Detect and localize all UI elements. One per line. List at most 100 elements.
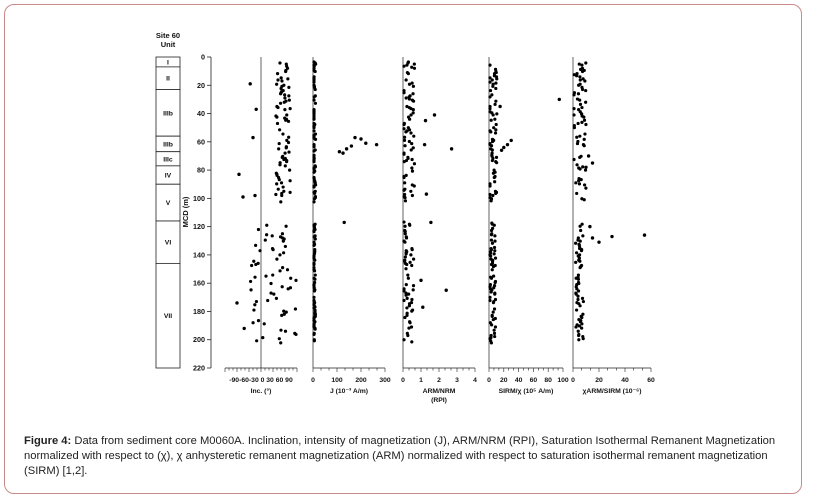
- j-outlier-point: [342, 220, 346, 225]
- rpi-data-point: [410, 297, 414, 302]
- inc-data-point: [285, 160, 289, 164]
- inc-data-point: [274, 296, 279, 300]
- sirm-outlier-point: [557, 97, 561, 102]
- sirm-data-point: [493, 131, 498, 135]
- rpi-data-point: [409, 325, 414, 329]
- arm-data-point: [581, 165, 585, 169]
- rpi-data-point: [412, 257, 416, 261]
- sirm-data-point: [495, 112, 499, 116]
- sirm-data-point: [488, 192, 492, 197]
- arm-x-axis-label: χARM/SIRM (10⁻⁶): [583, 388, 642, 395]
- unit-label: IV: [165, 173, 172, 180]
- arm-outlier-point: [610, 234, 614, 239]
- inc-data-point: [282, 157, 286, 162]
- arm-data-point: [577, 83, 581, 87]
- sirm-data-point: [489, 238, 494, 242]
- rpi-data-point: [404, 130, 408, 134]
- arm-data-point: [574, 308, 579, 312]
- inc-data-point: [279, 341, 283, 345]
- inc-data-point: [276, 105, 280, 110]
- arm-data-point: [578, 134, 582, 138]
- arm-data-point: [574, 251, 579, 255]
- rpi-data-point: [406, 72, 410, 76]
- arm-data-point: [577, 62, 581, 66]
- j-x-axis-label: J (10⁻³ A/m): [330, 388, 368, 395]
- inc-data-point: [280, 313, 284, 317]
- sirm-data-point: [490, 148, 494, 152]
- j-outlier-point: [349, 144, 354, 148]
- sirm-data-point: [489, 233, 494, 237]
- arm-data-point: [578, 224, 582, 228]
- arm-data-point: [580, 326, 584, 330]
- arm-data-point: [577, 182, 582, 186]
- arm-data-point: [581, 299, 585, 304]
- arm-data-point: [583, 132, 587, 136]
- inc-data-point: [253, 275, 257, 279]
- rpi-data-point: [410, 166, 414, 170]
- inc-outlier-point: [241, 195, 245, 199]
- sirm-data-point: [493, 292, 497, 296]
- rpi-data-point: [410, 340, 414, 344]
- depth-tick-label: 0: [201, 53, 205, 62]
- rpi-data-point: [404, 282, 408, 287]
- sirm-x-tick-label: 100: [557, 377, 569, 384]
- arm-data-point: [576, 289, 581, 293]
- arm-data-point: [578, 259, 582, 263]
- sirm-data-point: [492, 126, 496, 130]
- j-outlier-point: [337, 150, 342, 154]
- rpi-data-point: [408, 321, 412, 325]
- sirm-data-point: [495, 161, 499, 165]
- rpi-data-point: [410, 65, 414, 69]
- arm-data-point: [578, 102, 583, 106]
- arm-data-point: [579, 178, 583, 182]
- rpi-data-point: [411, 146, 415, 150]
- arm-data-point: [575, 163, 579, 167]
- inc-data-point: [279, 200, 283, 204]
- rpi-data-point: [407, 97, 411, 101]
- arm-data-point: [574, 181, 578, 185]
- sirm-data-point: [492, 307, 497, 311]
- inc-data-point: [287, 98, 291, 102]
- inc-outlier-point: [248, 82, 252, 86]
- rpi-data-point: [402, 298, 406, 303]
- j-x-tick-label: 100: [331, 377, 343, 384]
- rpi-data-point: [411, 84, 415, 88]
- inc-data-point: [294, 332, 298, 337]
- rpi-data-point: [402, 175, 406, 180]
- inc-data-point: [279, 76, 283, 80]
- arm-data-point: [574, 325, 578, 329]
- sirm-x-axis-label: SIRM/χ (10⁵ A/m): [499, 388, 554, 395]
- inc-data-point: [253, 303, 257, 307]
- unit-box: [155, 262, 181, 369]
- inc-data-point: [285, 268, 290, 272]
- unit-label: I: [167, 59, 169, 66]
- inc-x-axis-label: Inc. (°): [251, 387, 272, 395]
- j-data-point: [313, 101, 318, 105]
- rpi-data-point: [407, 326, 411, 330]
- rpi-data-point: [403, 224, 407, 228]
- arm-data-point: [572, 106, 576, 111]
- inc-data-point: [275, 121, 280, 126]
- inc-data-point: [275, 257, 279, 261]
- sirm-data-point: [489, 290, 493, 294]
- unit-label: IIIb: [163, 110, 173, 117]
- rpi-data-point: [408, 223, 412, 227]
- arm-data-point: [572, 113, 576, 117]
- inc-data-point: [256, 319, 261, 323]
- caption-label: Figure 4:: [24, 435, 72, 447]
- unit-label: IIIb: [163, 141, 173, 148]
- arm-data-point: [579, 67, 583, 71]
- sirm-data-point: [493, 297, 498, 302]
- arm-data-point: [578, 304, 582, 308]
- inc-data-point: [284, 69, 288, 74]
- rpi-data-point: [410, 169, 415, 173]
- figure-frame: [4, 4, 802, 494]
- rpi-data-point: [403, 315, 407, 320]
- sirm-data-point: [488, 106, 492, 111]
- sirm-outlier-point: [499, 148, 504, 152]
- inc-data-point: [277, 141, 281, 146]
- sirm-outlier-point: [498, 104, 502, 109]
- rpi-data-point: [411, 284, 416, 288]
- arm-data-point: [572, 73, 576, 77]
- unit-column-title: Unit: [161, 40, 176, 49]
